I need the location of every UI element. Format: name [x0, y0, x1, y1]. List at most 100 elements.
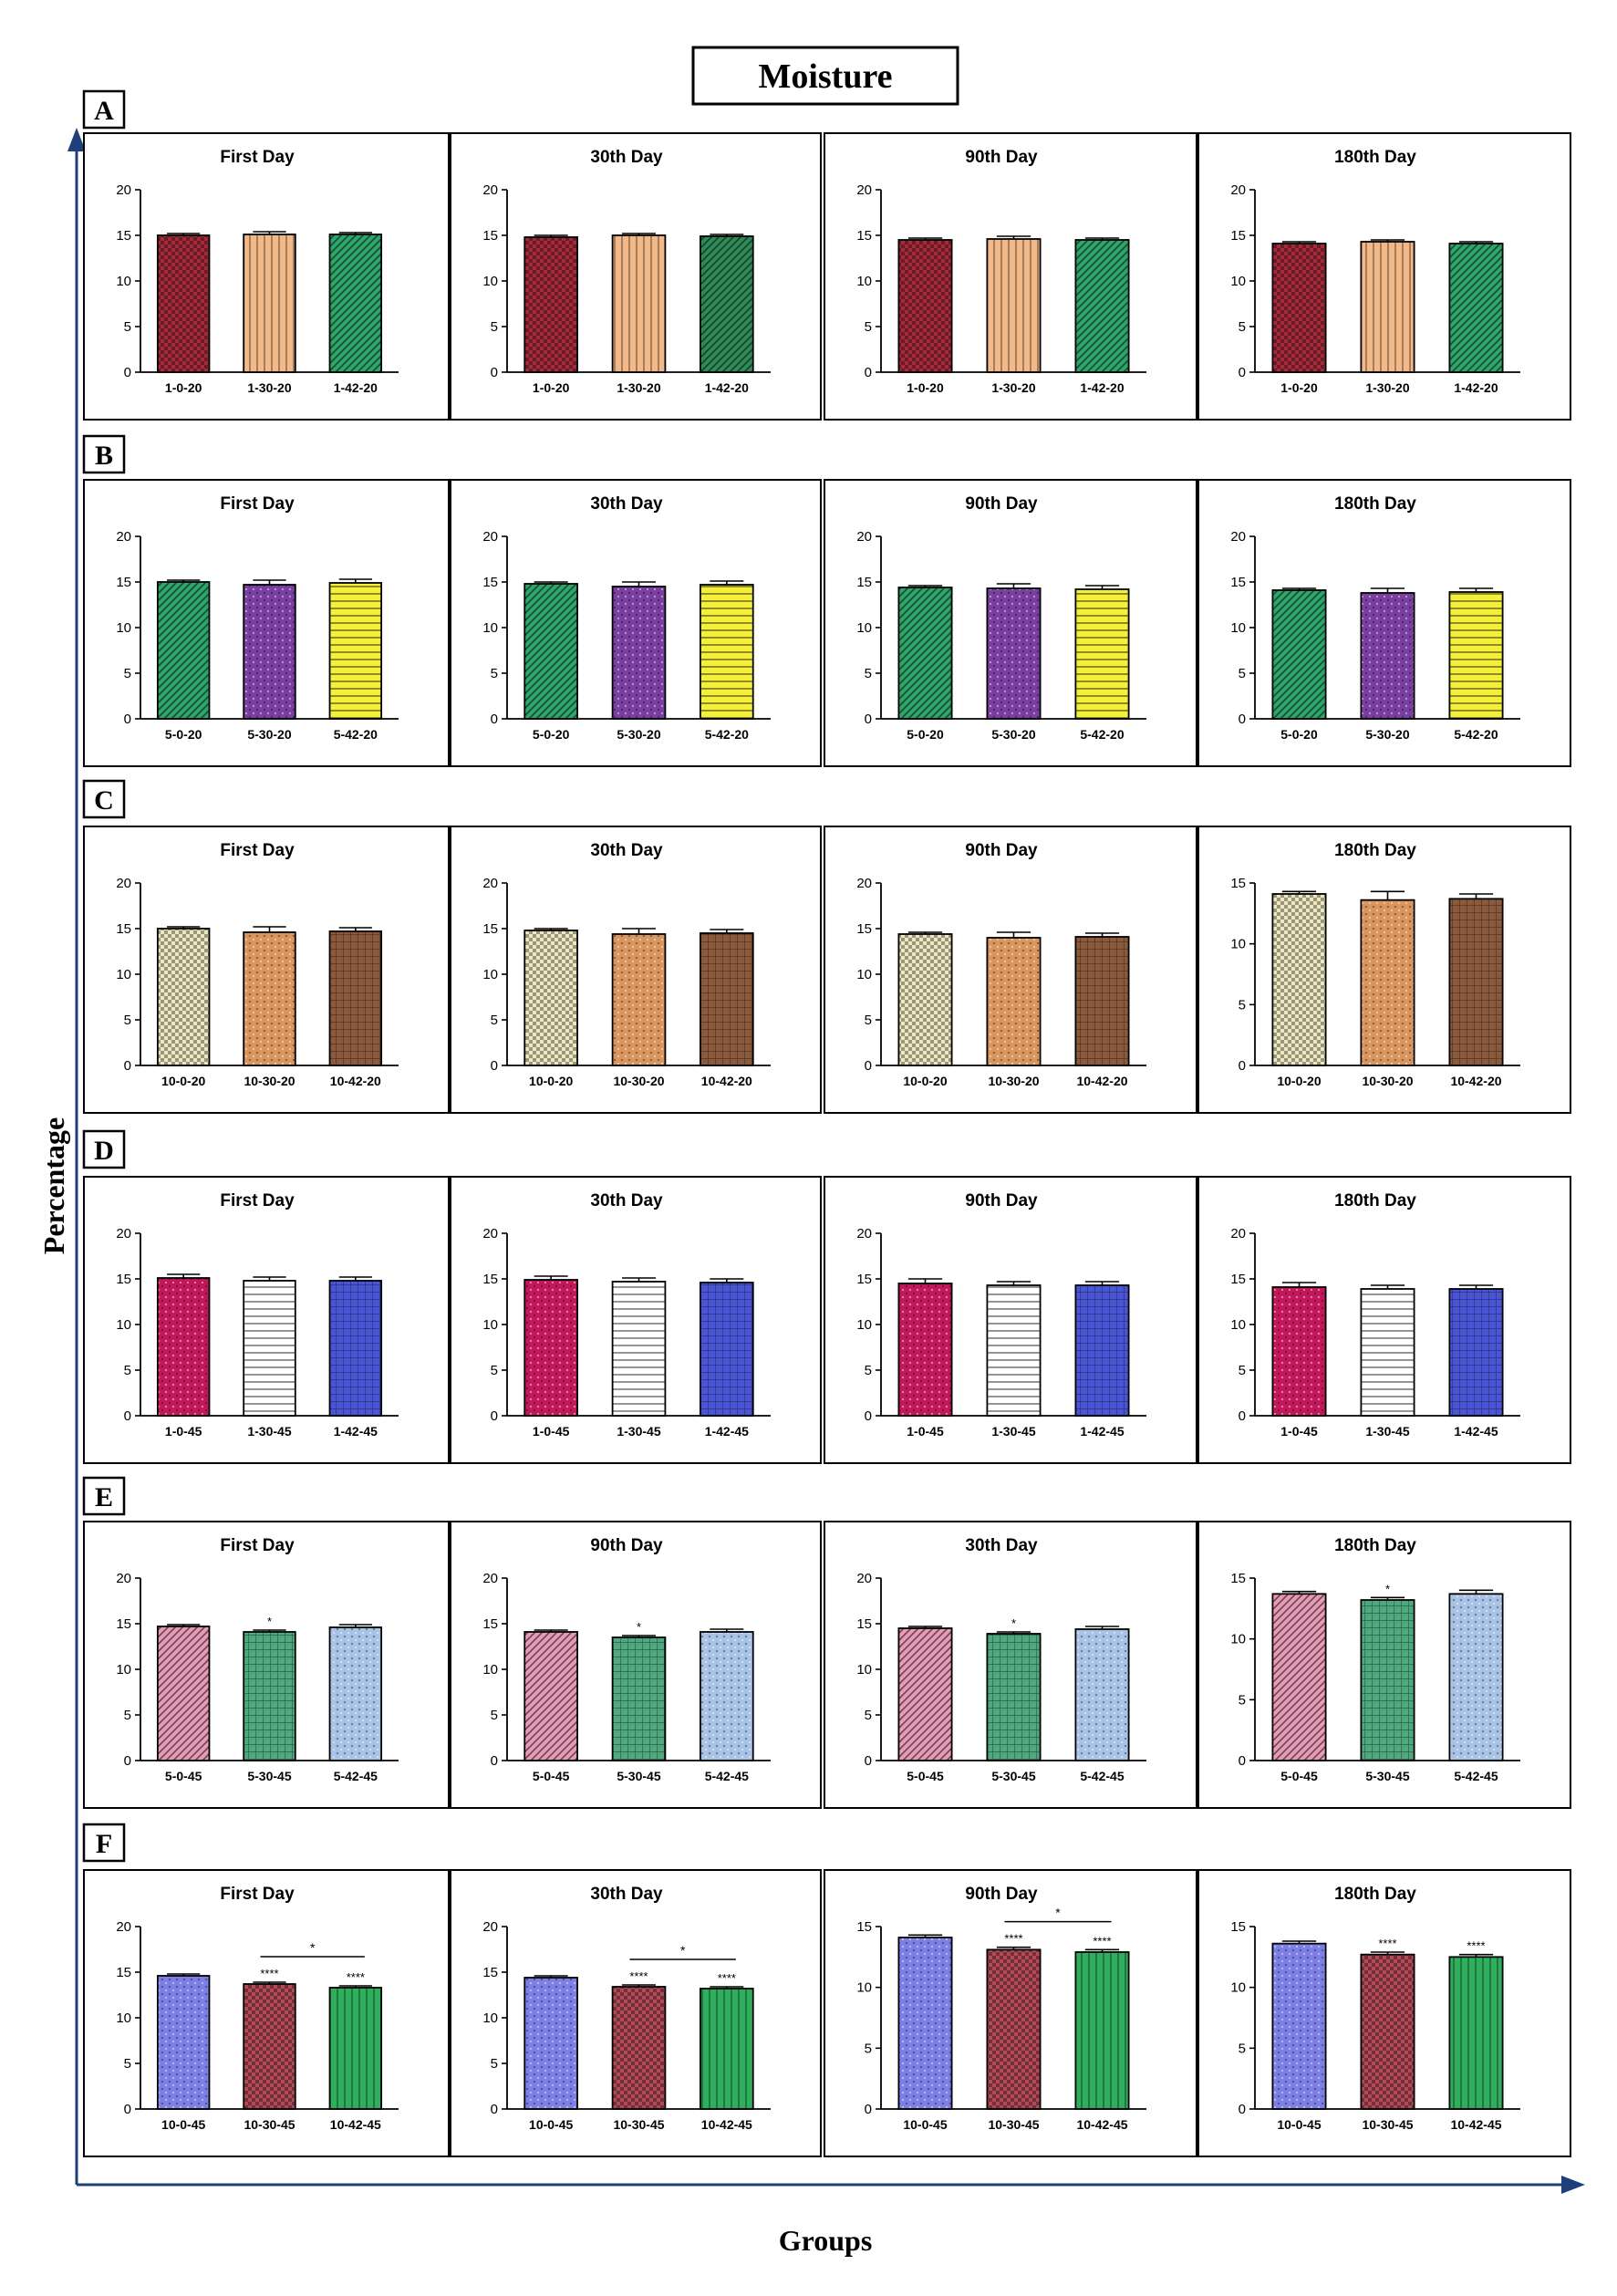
- x-tick-label: 10-42-45: [1076, 2117, 1127, 2132]
- y-tick-label: 20: [856, 1571, 872, 1586]
- bar-pattern: [1074, 1951, 1130, 2110]
- y-tick-label: 10: [1230, 937, 1246, 952]
- y-tick-label: 20: [856, 876, 872, 891]
- bar-pattern: [1271, 243, 1327, 373]
- y-tick-label: 10: [1230, 274, 1246, 289]
- significance-label: ****: [1093, 1934, 1111, 1948]
- panel-F-4: 180th Day 0 5 10 15 10-0-45 **** 10-30-45 **** 10…: [1197, 1869, 1571, 2157]
- bar-pattern: [523, 583, 578, 720]
- panel-A-3: 90th Day 0 5 10 15 20 1-0-20 1-30-20 1-42-20: [824, 132, 1197, 421]
- y-tick-label: 5: [865, 1708, 872, 1723]
- y-tick-label: 5: [491, 666, 498, 681]
- y-tick-label: 20: [1230, 1226, 1246, 1242]
- panel-B-4: 180th Day 0 5 10 15 20 5-0-20 5-30-20 5-42-20: [1197, 479, 1571, 767]
- y-tick-label: 10: [116, 1317, 131, 1333]
- y-tick-label: 5: [491, 319, 498, 335]
- y-tick-label: 20: [482, 1919, 498, 1935]
- x-tick-label: 1-30-45: [247, 1424, 291, 1439]
- y-tick-label: 15: [1230, 575, 1246, 590]
- panel-title: First Day: [220, 148, 295, 167]
- panel-B-2: 30th Day 0 5 10 15 20 5-0-20 5-30-20 5-42-20: [450, 479, 822, 767]
- y-tick-label: 15: [482, 1616, 498, 1632]
- bar-pattern: [1271, 893, 1327, 1066]
- x-tick-label: 10-30-20: [1362, 1074, 1413, 1088]
- panels-layer: A B C D E F First Day 0 5 10 15 20 1-0-20 1-30-20 1-42…: [82, 89, 1571, 2157]
- x-axis-arrowhead: [1561, 2176, 1585, 2194]
- y-tick-label: 0: [865, 1408, 872, 1424]
- y-tick-label: 0: [124, 2102, 131, 2117]
- y-tick-label: 20: [116, 182, 131, 198]
- panel-C-1: First Day 0 5 10 15 20 10-0-20 10-30-20 10-42-20: [83, 826, 450, 1114]
- bar-pattern: [243, 931, 296, 1066]
- significance-label: ****: [629, 1969, 648, 1983]
- bar-pattern: [1271, 589, 1327, 720]
- panel-C-3: 90th Day 0 5 10 15 20 10-0-20 10-30-20 10-42-20: [824, 826, 1197, 1114]
- x-tick-label: 10-30-20: [244, 1074, 295, 1088]
- y-tick-label: 10: [482, 274, 498, 289]
- bar-pattern: [1448, 591, 1504, 720]
- bar-pattern: [897, 1283, 953, 1417]
- bar-pattern: [611, 1636, 667, 1761]
- bar-pattern: [1074, 1284, 1130, 1417]
- row-label-D: D: [94, 1136, 114, 1166]
- bar-pattern: [523, 1279, 578, 1417]
- x-tick-label: 10-42-45: [701, 2117, 752, 2132]
- panel-title: First Day: [220, 1536, 295, 1555]
- bar-pattern: [328, 1626, 383, 1761]
- y-tick-label: 10: [482, 2010, 498, 2026]
- bar-pattern: [1271, 1286, 1327, 1417]
- y-tick-label: 0: [1239, 1408, 1246, 1424]
- y-axis-label: Percentage: [37, 1117, 70, 1254]
- y-tick-label: 0: [491, 712, 498, 727]
- x-tick-label: 10-0-20: [903, 1074, 947, 1088]
- x-tick-label: 10-42-45: [330, 2117, 381, 2132]
- panel-D-1: First Day 0 5 10 15 20 1-0-45 1-30-45 1-42-45: [83, 1176, 450, 1464]
- panel-title: 30th Day: [590, 1191, 663, 1210]
- significance-label: ****: [1467, 1939, 1485, 1953]
- x-tick-label: 1-0-20: [165, 380, 202, 395]
- y-tick-label: 10: [116, 2010, 131, 2026]
- panel-D-3: 90th Day 0 5 10 15 20 1-0-45 1-30-45 1-42-45: [824, 1176, 1197, 1464]
- x-tick-label: 10-42-20: [1450, 1074, 1501, 1088]
- x-tick-label: 5-30-20: [617, 727, 660, 742]
- significance-label: ****: [718, 1971, 736, 1985]
- y-tick-label: 5: [124, 2056, 131, 2072]
- panel-title: 30th Day: [590, 148, 663, 167]
- y-tick-label: 5: [124, 1013, 131, 1028]
- bar-pattern: [328, 1987, 383, 2110]
- bar-pattern: [897, 587, 953, 720]
- y-tick-label: 10: [482, 1317, 498, 1333]
- y-tick-label: 15: [1230, 228, 1246, 244]
- y-tick-label: 20: [856, 529, 872, 545]
- x-tick-label: 1-42-20: [1080, 380, 1124, 395]
- bar-pattern: [1074, 1628, 1130, 1761]
- x-tick-label: 5-30-20: [991, 727, 1035, 742]
- y-tick-label: 0: [491, 2102, 498, 2117]
- bar-pattern: [1448, 1288, 1504, 1417]
- panel-title: 30th Day: [590, 1885, 663, 1904]
- x-tick-label: 1-42-20: [705, 380, 749, 395]
- x-tick-label: 1-30-20: [1365, 380, 1409, 395]
- y-tick-label: 0: [865, 712, 872, 727]
- bar-pattern: [243, 234, 296, 373]
- bar-pattern: [897, 1937, 953, 2110]
- y-tick-label: 0: [124, 1058, 131, 1074]
- x-tick-label: 1-42-20: [334, 380, 378, 395]
- x-tick-label: 5-30-45: [991, 1769, 1035, 1783]
- y-tick-label: 5: [865, 319, 872, 335]
- x-tick-label: 5-42-45: [1080, 1769, 1124, 1783]
- y-axis-arrowhead: [67, 128, 86, 151]
- bar-pattern: [1448, 1593, 1504, 1761]
- y-tick-label: 0: [491, 365, 498, 380]
- x-tick-label: 10-30-20: [613, 1074, 664, 1088]
- significance-label: ****: [260, 1967, 278, 1980]
- y-tick-label: 10: [856, 274, 872, 289]
- panel-title: 90th Day: [590, 1536, 663, 1555]
- bar-pattern: [1360, 1599, 1415, 1761]
- y-tick-label: 5: [1239, 319, 1246, 335]
- row-label-box-E: [82, 1476, 126, 1516]
- bar-pattern: [611, 933, 667, 1066]
- y-tick-label: 10: [116, 1662, 131, 1678]
- y-tick-label: 20: [482, 182, 498, 198]
- y-tick-label: 5: [124, 1708, 131, 1723]
